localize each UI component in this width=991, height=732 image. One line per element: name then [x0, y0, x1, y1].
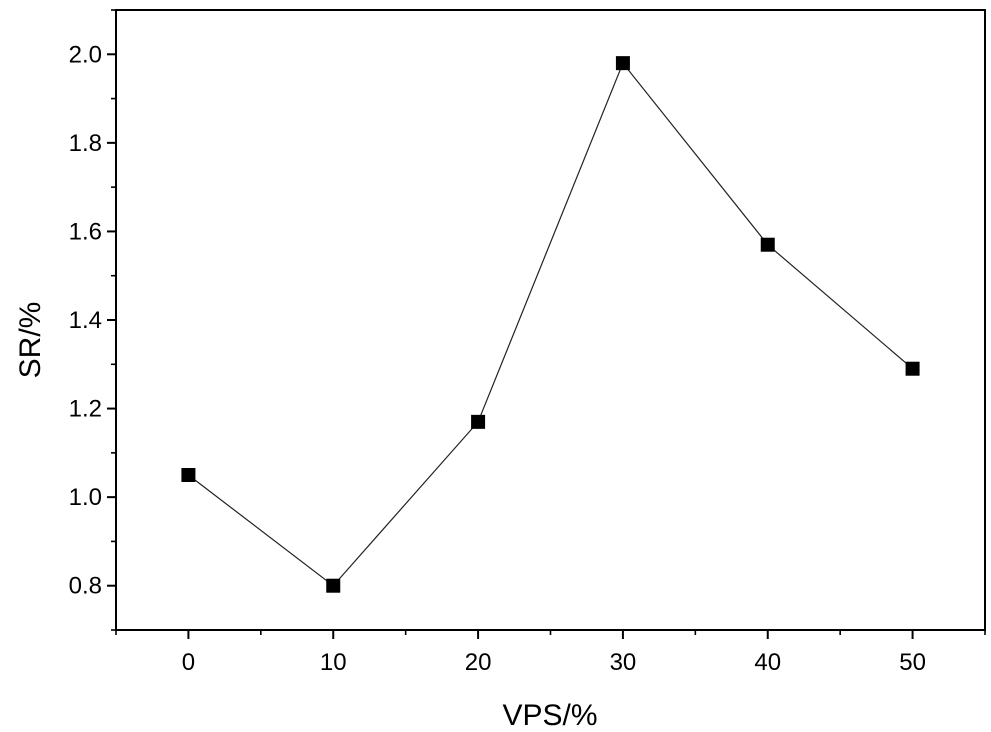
series-line [188, 61, 913, 587]
x-tick-label: 50 [899, 649, 926, 676]
data-point-marker [471, 414, 486, 429]
x-tick-label: 10 [320, 649, 347, 676]
x-tick-label: 0 [182, 649, 195, 676]
y-axis-ticks: 0.8 1.0 1.2 1.4 1.6 1.8 2.0 [69, 9, 116, 631]
data-point-marker [760, 237, 775, 252]
x-axis-title: VPS/% [502, 699, 597, 732]
data-point-marker [905, 361, 920, 376]
data-point-marker [326, 578, 341, 593]
x-tick-label: 40 [754, 649, 781, 676]
y-axis-title: SR/% [14, 302, 47, 379]
x-axis-ticks: 0 10 20 30 40 50 [115, 630, 986, 676]
y-tick-label: 1.2 [69, 396, 102, 423]
y-tick-label: 2.0 [69, 41, 102, 68]
y-tick-label: 1.6 [69, 218, 102, 245]
data-point-marker [181, 468, 196, 482]
x-tick-label: 30 [610, 649, 637, 676]
plot-frame [115, 9, 986, 631]
data-series [181, 56, 920, 593]
y-tick-label: 1.4 [69, 307, 102, 334]
data-point-marker [615, 56, 630, 71]
x-tick-label: 20 [465, 649, 492, 676]
y-tick-label: 1.8 [69, 130, 102, 157]
y-tick-label: 1.0 [69, 484, 102, 511]
y-tick-label: 0.8 [69, 573, 102, 600]
